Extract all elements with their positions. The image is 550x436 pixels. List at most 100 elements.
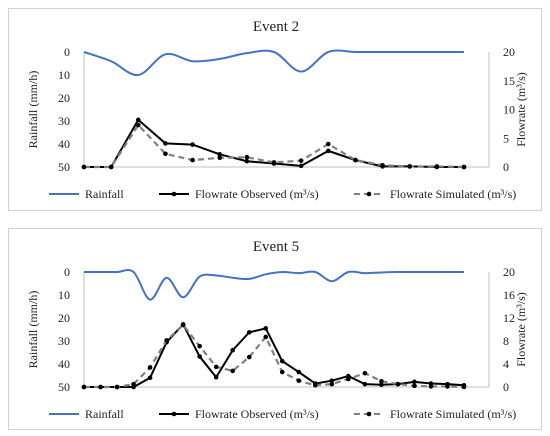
flowrate-simulated-m-s-point [81, 164, 87, 170]
left-axis-tick-label: 50 [58, 380, 70, 394]
flowrate-simulated-m-s-point [313, 382, 318, 388]
right-axis-tick-label: 5 [503, 131, 509, 145]
flowrate-observed-m-s-point [412, 379, 417, 385]
flowrate-simulated-m-s-point [412, 383, 417, 389]
right-axis-title: Flowrate (m³/s) [514, 72, 528, 147]
left-axis-title: Rainfall (mm/h) [26, 291, 40, 369]
right-axis-tick-label: 15 [503, 74, 515, 88]
flowrate-simulated-m-s-point [379, 378, 384, 384]
flowrate-observed-m-s-point [163, 141, 168, 146]
left-axis-title: Rainfall (mm/h) [26, 71, 40, 149]
flowrate-simulated-m-s-point [271, 160, 277, 165]
flowrate-observed-m-s-line [84, 322, 465, 388]
flowrate-simulated-m-s-point [298, 158, 304, 163]
flowrate-observed-m-s-point [298, 163, 304, 169]
flowrate-observed-m-s-point [244, 158, 250, 164]
flowrate-observed-m-s-point [135, 117, 141, 123]
right-axis-tick-label: 12 [503, 311, 515, 325]
left-axis-tick-label: 40 [58, 137, 70, 151]
legend-rainfall-label: Rainfall [85, 407, 124, 421]
left-axis-tick-label: 30 [58, 334, 70, 348]
flowrate-simulated-m-s-point [135, 122, 141, 128]
flowrate-simulated-m-s-point [325, 141, 331, 147]
flowrate-observed-m-s-point [213, 374, 219, 380]
event-5-chart-panel: Event 5 0 10 20 30 40 50 0 4 8 12 16 20 Rainfall (mm/… [8, 228, 542, 430]
flowrate-simulated-m-s-point [353, 157, 358, 163]
legend-flowrate-observed-m-s-marker [171, 191, 177, 197]
flowrate-simulated-m-s-point [131, 381, 136, 387]
legend-flowrate-simulated-m-s-marker [366, 191, 372, 197]
legend-flowrate-simulated-m-s-label: Flowrate Simulated (m³/s) [390, 407, 516, 421]
flowrate-simulated-m-s-point [296, 378, 302, 383]
flowrate-simulated-m-s-point [263, 334, 269, 340]
chart-title: Event 5 [253, 239, 299, 255]
left-axis-tick-label: 30 [58, 114, 70, 128]
event-5-chart: Event 5 0 10 20 30 40 50 0 4 8 12 16 20 Rainfall (mm/… [26, 239, 528, 421]
flowrate-simulated-m-s-point [190, 157, 195, 163]
right-axis-title: Flowrate (m³/s) [514, 292, 528, 367]
legend-flowrate-observed-m-s-label: Flowrate Observed (m³/s) [195, 187, 319, 201]
flowrate-observed-m-s-point [246, 330, 252, 335]
flowrate-simulated-m-s-point [163, 151, 168, 157]
flowrate-simulated-m-s-point [428, 384, 434, 389]
left-axis-tick-label: 0 [64, 265, 70, 279]
flowrate-simulated-m-s-point [395, 381, 401, 387]
flowrate-simulated-m-s-point [164, 338, 169, 343]
legend-flowrate-simulated-m-s-marker [366, 411, 372, 417]
right-axis-tick-label: 8 [503, 334, 509, 348]
flowrate-simulated-m-s-point [98, 384, 103, 390]
right-axis-tick-label: 20 [503, 45, 515, 59]
flowrate-simulated-m-s-point [461, 164, 467, 170]
flowrate-simulated-m-s-point [81, 384, 87, 390]
flowrate-simulated-m-s-point [213, 364, 219, 370]
right-axis-tick-label: 4 [503, 357, 509, 371]
flowrate-simulated-m-s-point [230, 368, 235, 374]
flowrate-observed-m-s-point [147, 375, 153, 381]
flowrate-observed-m-s-point [197, 354, 202, 359]
right-axis-tick-label: 20 [503, 265, 515, 279]
left-axis-tick-label: 50 [58, 160, 70, 174]
flowrate-observed-m-s-point [296, 369, 302, 375]
flowrate-simulated-m-s-point [445, 384, 450, 389]
flowrate-observed-m-s-point [230, 347, 235, 353]
flowrate-observed-m-s-point [379, 382, 384, 387]
flowrate-simulated-m-s-point [197, 343, 202, 349]
left-axis-tick-label: 20 [58, 91, 70, 105]
flowrate-simulated-m-s-point [180, 322, 186, 328]
flowrate-simulated-m-s-line [84, 123, 465, 169]
flowrate-simulated-m-s-point [362, 370, 368, 376]
flowrate-simulated-m-s-point [380, 162, 385, 168]
legend-flowrate-observed-m-s-label: Flowrate Observed (m³/s) [195, 407, 319, 421]
legend-rainfall-label: Rainfall [85, 187, 124, 201]
rainfall-line [83, 49, 464, 77]
flowrate-simulated-m-s-point [461, 384, 467, 390]
legend-flowrate-simulated-m-s-label: Flowrate Simulated (m³/s) [390, 187, 516, 201]
event-2-chart-panel: Event 2 0 10 20 30 40 50 0 5 10 15 20 Rainfall (mm/h… [8, 8, 542, 211]
right-axis-tick-label: 0 [503, 380, 509, 394]
flowrate-observed-m-s-point [279, 358, 285, 364]
legend-flowrate-observed-m-s-marker [171, 411, 177, 417]
left-axis-tick-label: 20 [58, 311, 70, 325]
flowrate-observed-m-s-point [325, 148, 331, 154]
flowrate-simulated-m-s-point [434, 164, 440, 169]
flowrate-simulated-m-s-point [114, 384, 120, 390]
flowrate-simulated-m-s-point [279, 369, 285, 375]
right-axis-tick-label: 10 [503, 103, 515, 117]
flowrate-simulated-m-s-point [246, 354, 252, 360]
flowrate-observed-m-s-point [362, 381, 368, 387]
flowrate-simulated-m-s-line [84, 323, 465, 389]
left-axis-tick-label: 10 [58, 288, 70, 302]
flowrate-simulated-m-s-point [329, 381, 335, 387]
flowrate-simulated-m-s-point [407, 164, 413, 169]
flowrate-simulated-m-s-point [147, 365, 153, 370]
chart-title: Event 2 [253, 19, 299, 35]
left-axis-tick-label: 40 [58, 357, 70, 371]
right-axis-tick-label: 0 [503, 160, 509, 174]
left-axis-tick-label: 10 [58, 68, 70, 82]
flowrate-observed-m-s-point [263, 326, 269, 331]
left-axis-tick-label: 0 [64, 45, 70, 59]
flowrate-simulated-m-s-point [346, 376, 351, 382]
flowrate-simulated-m-s-point [217, 155, 223, 161]
rainfall-line [83, 268, 464, 301]
flowrate-observed-m-s-point [329, 378, 335, 383]
